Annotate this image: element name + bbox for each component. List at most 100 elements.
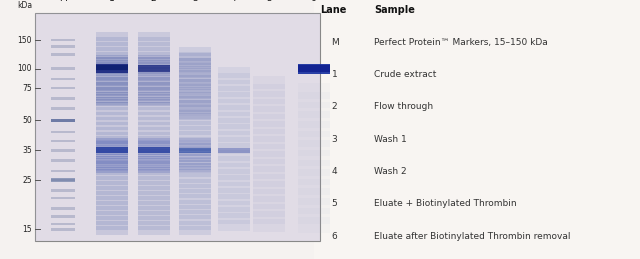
Bar xyxy=(298,83,330,99)
Bar xyxy=(298,65,330,72)
Bar xyxy=(96,142,128,146)
Bar xyxy=(138,66,170,72)
Text: 4: 4 xyxy=(231,0,236,3)
Bar xyxy=(96,92,128,96)
Bar xyxy=(96,127,128,135)
Bar xyxy=(218,148,250,153)
Bar xyxy=(298,92,330,108)
Bar xyxy=(96,211,128,220)
Bar xyxy=(218,175,250,186)
Bar xyxy=(138,57,170,66)
Bar xyxy=(218,86,250,97)
Bar xyxy=(179,163,211,168)
Bar xyxy=(179,169,211,173)
Bar xyxy=(51,119,75,122)
Bar xyxy=(179,84,211,93)
Bar xyxy=(138,117,170,125)
Bar xyxy=(253,219,285,232)
Bar xyxy=(253,99,285,112)
Bar xyxy=(96,136,128,145)
Bar xyxy=(96,67,128,75)
Bar xyxy=(138,169,170,173)
Bar xyxy=(179,205,211,214)
Bar xyxy=(51,97,75,100)
Bar xyxy=(138,47,170,56)
Bar xyxy=(96,112,128,120)
Bar xyxy=(218,92,250,104)
Bar xyxy=(138,97,170,105)
Bar xyxy=(179,100,211,109)
Bar xyxy=(51,149,75,152)
Bar xyxy=(298,179,330,195)
Bar xyxy=(138,87,170,95)
Bar xyxy=(179,154,211,159)
Bar xyxy=(179,89,211,98)
Bar xyxy=(218,67,250,78)
Bar xyxy=(179,104,211,112)
Bar xyxy=(298,140,330,156)
Text: Sample: Sample xyxy=(374,5,415,15)
Bar xyxy=(179,184,211,193)
Bar xyxy=(138,92,170,96)
Bar xyxy=(218,201,250,212)
Text: 5: 5 xyxy=(332,199,337,208)
Bar xyxy=(96,47,128,56)
Bar xyxy=(35,13,320,241)
Text: 2: 2 xyxy=(332,102,337,111)
Bar xyxy=(253,204,285,217)
Bar xyxy=(179,126,211,135)
Bar xyxy=(253,182,285,194)
Bar xyxy=(179,140,211,145)
Bar xyxy=(96,60,128,64)
Bar xyxy=(138,191,170,200)
Bar xyxy=(96,64,128,73)
Bar xyxy=(218,73,250,84)
Text: 50: 50 xyxy=(22,116,32,125)
Bar xyxy=(253,106,285,119)
Text: M: M xyxy=(332,38,339,47)
Bar xyxy=(138,107,170,115)
Bar xyxy=(218,156,250,167)
Bar xyxy=(253,84,285,97)
Bar xyxy=(96,152,128,160)
Bar xyxy=(179,100,211,107)
Bar xyxy=(138,42,170,51)
Bar xyxy=(138,147,170,153)
Bar xyxy=(96,191,128,200)
Bar xyxy=(218,169,250,180)
Bar xyxy=(96,176,128,185)
Bar xyxy=(138,89,170,93)
Bar xyxy=(179,160,211,165)
Bar xyxy=(179,105,211,114)
Bar xyxy=(138,167,170,171)
Bar xyxy=(179,152,211,156)
Bar xyxy=(96,102,128,106)
Bar xyxy=(138,138,170,142)
Bar xyxy=(138,142,170,146)
Bar xyxy=(179,121,211,130)
Bar xyxy=(138,77,170,85)
Bar xyxy=(138,221,170,230)
Bar xyxy=(51,179,75,181)
Bar xyxy=(179,53,211,61)
Bar xyxy=(138,151,170,155)
Text: 6: 6 xyxy=(332,232,337,241)
Bar xyxy=(179,146,211,151)
Bar xyxy=(138,65,170,69)
Text: 150: 150 xyxy=(17,36,32,45)
Bar xyxy=(96,151,128,155)
Bar xyxy=(96,160,128,164)
Bar xyxy=(179,147,211,156)
Bar xyxy=(179,109,211,116)
Text: 100: 100 xyxy=(17,64,32,73)
Bar xyxy=(96,141,128,150)
Bar xyxy=(96,196,128,205)
Text: 5: 5 xyxy=(266,0,271,3)
Bar xyxy=(96,169,128,173)
Bar xyxy=(179,157,211,162)
Bar xyxy=(138,127,170,135)
Bar xyxy=(138,121,170,130)
Bar xyxy=(51,189,75,192)
Bar xyxy=(96,77,128,81)
Bar xyxy=(253,152,285,164)
